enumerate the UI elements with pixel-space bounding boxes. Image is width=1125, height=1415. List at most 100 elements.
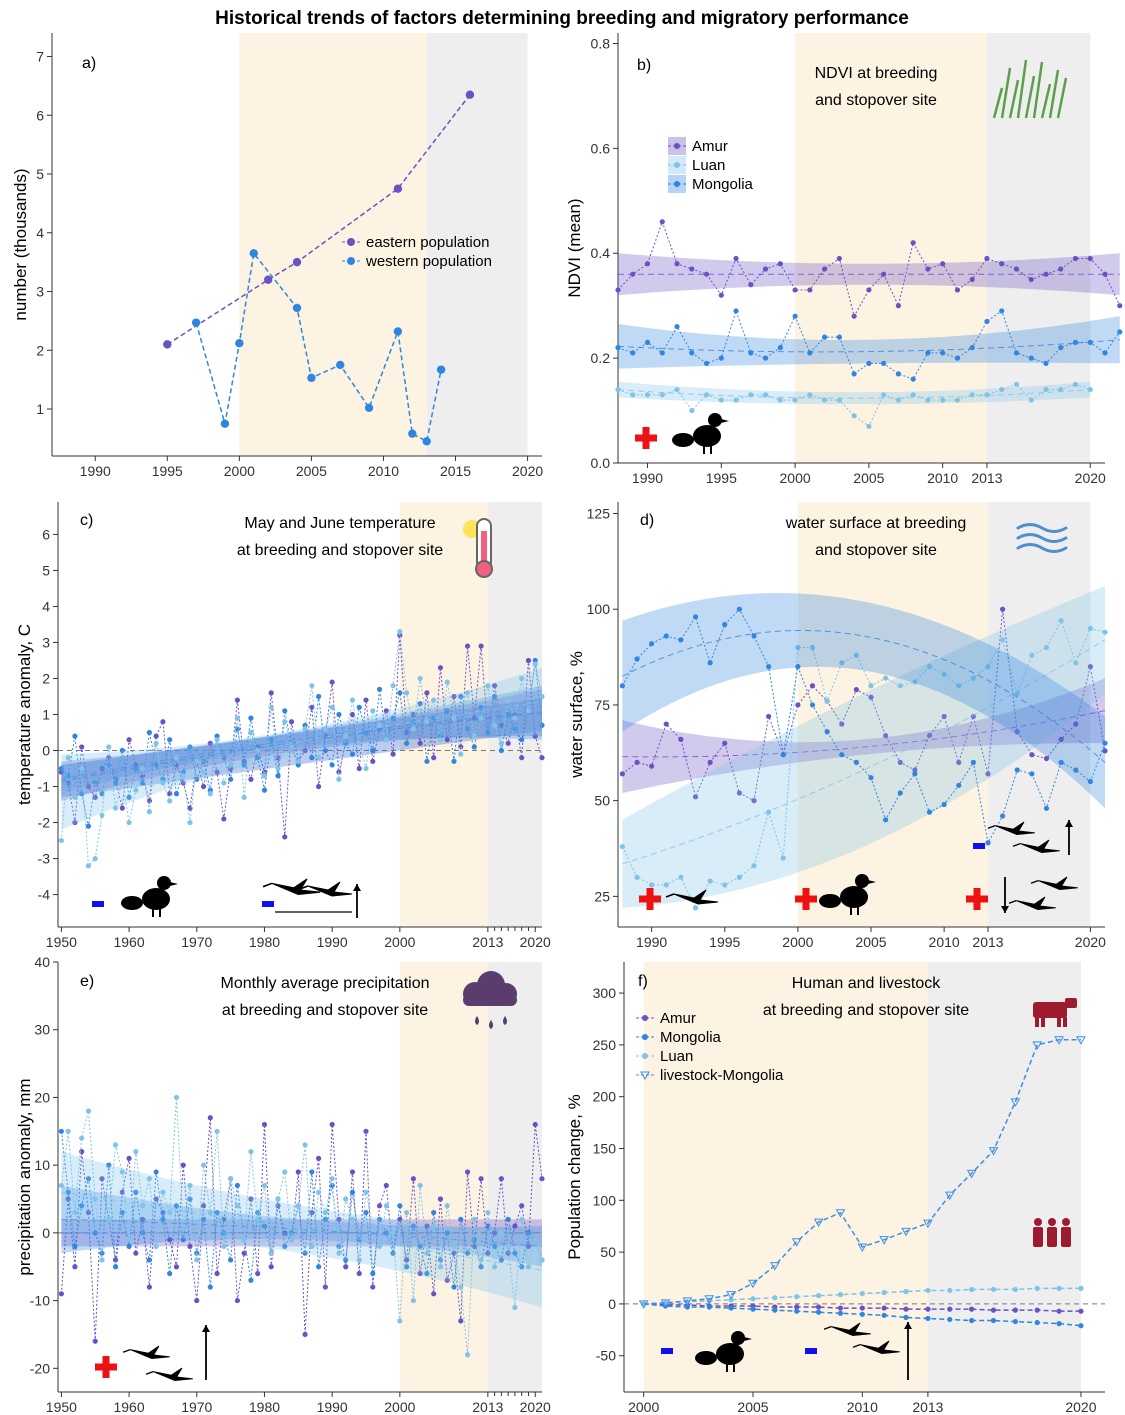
data-point <box>464 1250 471 1256</box>
data-point <box>187 1182 193 1189</box>
data-point <box>349 697 356 703</box>
legend-label: Amur <box>692 138 728 155</box>
data-point <box>424 1250 430 1256</box>
wave-line <box>1016 543 1068 553</box>
x-tick-label: 2020 <box>520 1399 551 1415</box>
arrow-down-icon <box>1001 906 1009 913</box>
crane-neck <box>987 824 996 829</box>
rain-drop <box>489 1020 493 1029</box>
data-point <box>336 1250 342 1256</box>
data-point <box>200 1203 207 1209</box>
confidence-band-amur <box>622 678 1105 793</box>
data-point <box>393 184 403 193</box>
data-point <box>692 794 699 800</box>
series-line-luan <box>617 383 1091 428</box>
data-point <box>1073 660 1079 666</box>
data-point <box>119 1209 125 1216</box>
data-point <box>72 1209 78 1216</box>
data-point <box>1076 1036 1086 1045</box>
data-point <box>336 776 342 782</box>
x-tick-label: 1995 <box>709 934 740 950</box>
legend-marker <box>674 162 680 168</box>
x-tick-label: 1995 <box>706 470 737 486</box>
data-point <box>153 733 159 739</box>
data-point <box>167 1209 173 1216</box>
data-point <box>180 1237 186 1243</box>
data-point <box>99 1176 105 1182</box>
data-point <box>133 1149 139 1155</box>
chick-body <box>716 1343 744 1365</box>
data-point <box>1073 721 1079 727</box>
y-axis-label: temperature anomaly, C <box>15 624 34 805</box>
data-point <box>58 1291 64 1297</box>
x-tick-label: 2005 <box>853 470 884 486</box>
crane-icon <box>299 881 353 897</box>
data-point <box>234 715 240 721</box>
crane-body <box>1038 876 1078 891</box>
data-point <box>255 1270 261 1277</box>
data-point <box>390 751 396 757</box>
data-point <box>966 1169 977 1179</box>
data-point <box>1000 813 1006 819</box>
data-point <box>659 350 665 356</box>
thermometer-icon <box>463 518 493 578</box>
grass-blade <box>1056 77 1068 119</box>
legend-label: Mongolia <box>660 1029 722 1046</box>
data-point <box>1012 1318 1018 1325</box>
data-point <box>766 713 772 720</box>
data-point <box>383 1230 389 1236</box>
data-point <box>241 758 247 764</box>
data-point <box>370 758 376 764</box>
data-point <box>295 762 301 768</box>
data-point <box>615 345 621 351</box>
data-point <box>954 397 961 403</box>
data-point <box>954 355 961 361</box>
data-point <box>390 1250 396 1256</box>
data-point <box>990 1307 997 1313</box>
period-shade-1 <box>239 33 427 456</box>
data-point <box>140 1230 146 1236</box>
data-point <box>349 1216 356 1222</box>
data-point <box>879 1236 890 1245</box>
legend-label: eastern population <box>366 234 489 251</box>
data-point <box>140 765 146 772</box>
data-point <box>153 1243 159 1250</box>
data-point <box>261 1223 268 1229</box>
data-point <box>444 1203 450 1209</box>
legend-marker <box>640 1071 650 1081</box>
y-tick-label: 10 <box>34 1157 50 1173</box>
data-point <box>316 1189 322 1195</box>
data-point <box>485 1209 491 1216</box>
data-point <box>813 1218 824 1228</box>
crane-neck <box>262 882 273 888</box>
data-point <box>707 660 713 666</box>
data-point <box>336 360 345 370</box>
data-point <box>261 1182 268 1189</box>
data-point <box>853 687 859 693</box>
minus-sign-icon <box>92 901 104 907</box>
data-point <box>912 767 918 773</box>
data-point <box>268 690 274 696</box>
x-tick-label: 1950 <box>46 934 77 950</box>
x-tick-label: 1960 <box>113 934 144 950</box>
data-point <box>883 732 889 739</box>
data-point <box>836 255 842 262</box>
grass-blade <box>1040 83 1052 119</box>
data-point <box>255 747 261 754</box>
data-point <box>288 744 295 750</box>
legend-label: western population <box>365 253 492 270</box>
data-point <box>444 1230 450 1236</box>
data-point <box>65 1128 71 1134</box>
data-point <box>119 776 125 782</box>
data-point <box>119 1189 125 1195</box>
thermometer-bulb <box>475 560 493 578</box>
data-point <box>969 1286 975 1293</box>
data-point <box>689 266 695 272</box>
data-point <box>422 437 431 446</box>
legend-label: Luan <box>692 157 725 174</box>
crane-body <box>153 1367 193 1382</box>
x-tick-label: 1980 <box>249 934 280 950</box>
data-point <box>410 1223 416 1229</box>
data-point <box>630 392 636 398</box>
crane-icon <box>122 1345 170 1360</box>
